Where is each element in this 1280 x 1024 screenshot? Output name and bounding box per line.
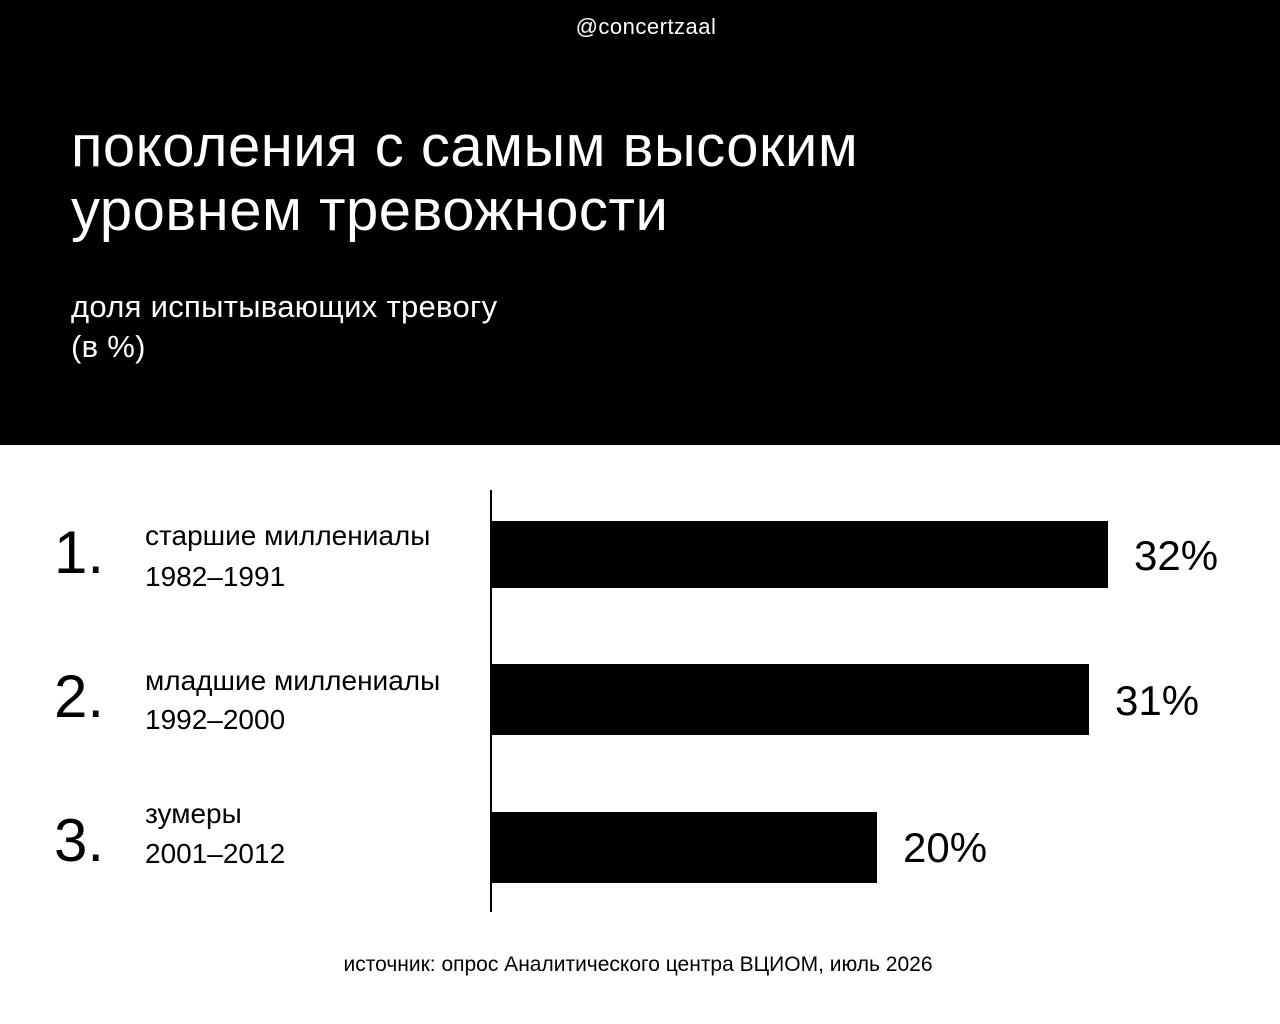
row-label-name: старшие миллениалы <box>145 520 431 551</box>
row-label-years: 2001–2012 <box>145 838 286 869</box>
header-banner: @concertzaal поколения с самым высоким у… <box>0 0 1280 445</box>
chart-title-line-2: уровнем тревожности <box>71 178 669 243</box>
row-label-years: 1982–1991 <box>145 561 286 592</box>
row-label-years: 1992–2000 <box>145 704 286 735</box>
bar-value-label: 32% <box>1134 532 1219 579</box>
row-rank: 3. <box>54 807 105 874</box>
row-label-name: младшие миллениалы <box>145 665 441 696</box>
row-label-name: зумеры <box>145 798 242 829</box>
bar <box>492 812 877 883</box>
bar-value-label: 20% <box>903 824 988 871</box>
bar <box>492 664 1089 735</box>
chart-subtitle-line-1: доля испытывающих тревогу <box>71 289 498 324</box>
chart-subtitle: доля испытывающих тревогу (в %) <box>71 287 497 367</box>
bar-chart: 1. старшие миллениалы 1982–1991 32% 2. м… <box>0 445 1280 1024</box>
chart-title-line-1: поколения с самым высоким <box>71 114 859 179</box>
account-handle: @concertzaal <box>575 14 717 39</box>
chart-axis-line <box>490 490 492 912</box>
source-note: источник: опрос Аналитического центра ВЦ… <box>343 953 933 976</box>
bar <box>492 521 1108 588</box>
chart-title: поколения с самым высоким уровнем тревож… <box>71 115 858 243</box>
row-rank: 1. <box>54 519 105 586</box>
row-rank: 2. <box>54 663 105 730</box>
bar-value-label: 31% <box>1115 677 1200 724</box>
chart-subtitle-line-2: (в %) <box>71 329 146 364</box>
